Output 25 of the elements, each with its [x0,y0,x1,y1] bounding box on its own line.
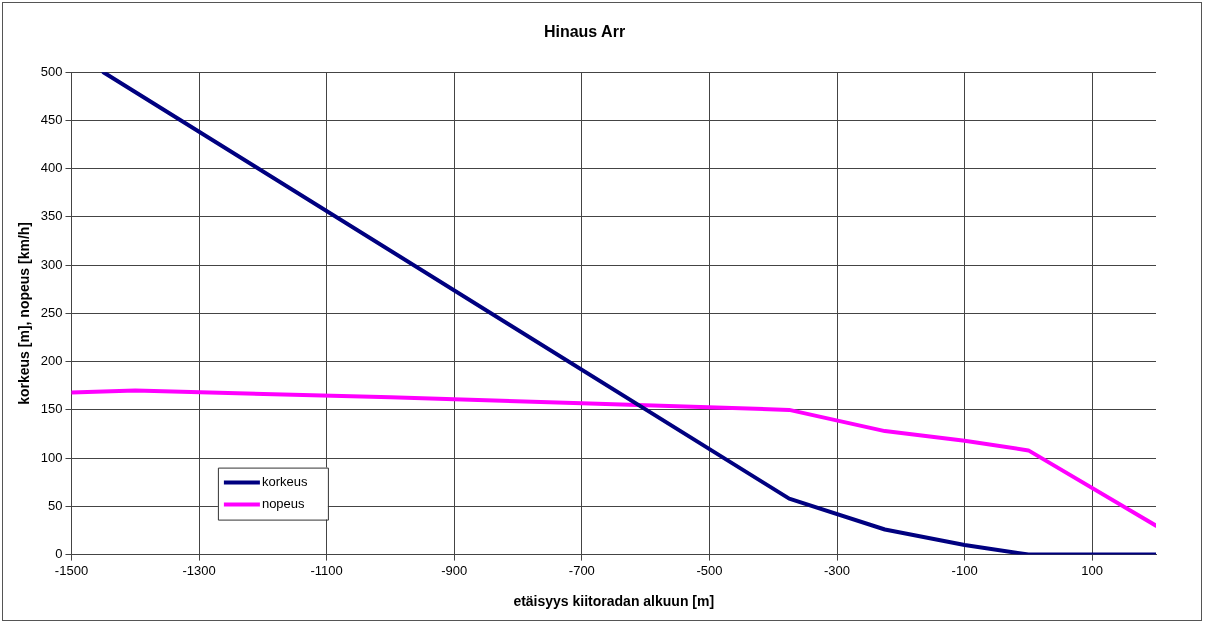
y-tick-label: 300 [40,256,63,272]
y-tick-label: 100 [40,449,63,465]
x-tick-label: -300 [824,562,851,578]
y-tick-label: 350 [40,208,63,224]
x-axis-title: etäisyys kiitoradan alkuun [m] [513,593,715,610]
y-tick-label: 400 [40,160,63,176]
x-tick-label: -700 [568,562,595,578]
legend-label: korkeus [261,474,308,490]
x-tick-label: -100 [951,562,978,578]
x-tick-label: -1100 [310,562,343,578]
y-tick-label: 0 [55,546,63,562]
x-tick-label: -1300 [182,562,216,578]
x-tick-label: 100 [1081,562,1104,578]
y-tick-label: 150 [40,401,63,417]
x-tick-label: -1500 [54,562,89,578]
y-tick-label: 250 [40,304,63,320]
y-tick-label: 50 [48,497,63,513]
legend-label: nopeus [261,496,306,512]
chart-title: Hinaus Arr [543,23,626,41]
y-tick-label: 200 [40,353,63,369]
x-tick-label: -500 [696,562,723,578]
y-tick-label: 500 [40,63,63,79]
x-tick-label: -900 [441,562,468,578]
y-axis-title: korkeus [m], nopeus [km/h] [16,221,33,405]
y-tick-label: 450 [40,112,63,128]
